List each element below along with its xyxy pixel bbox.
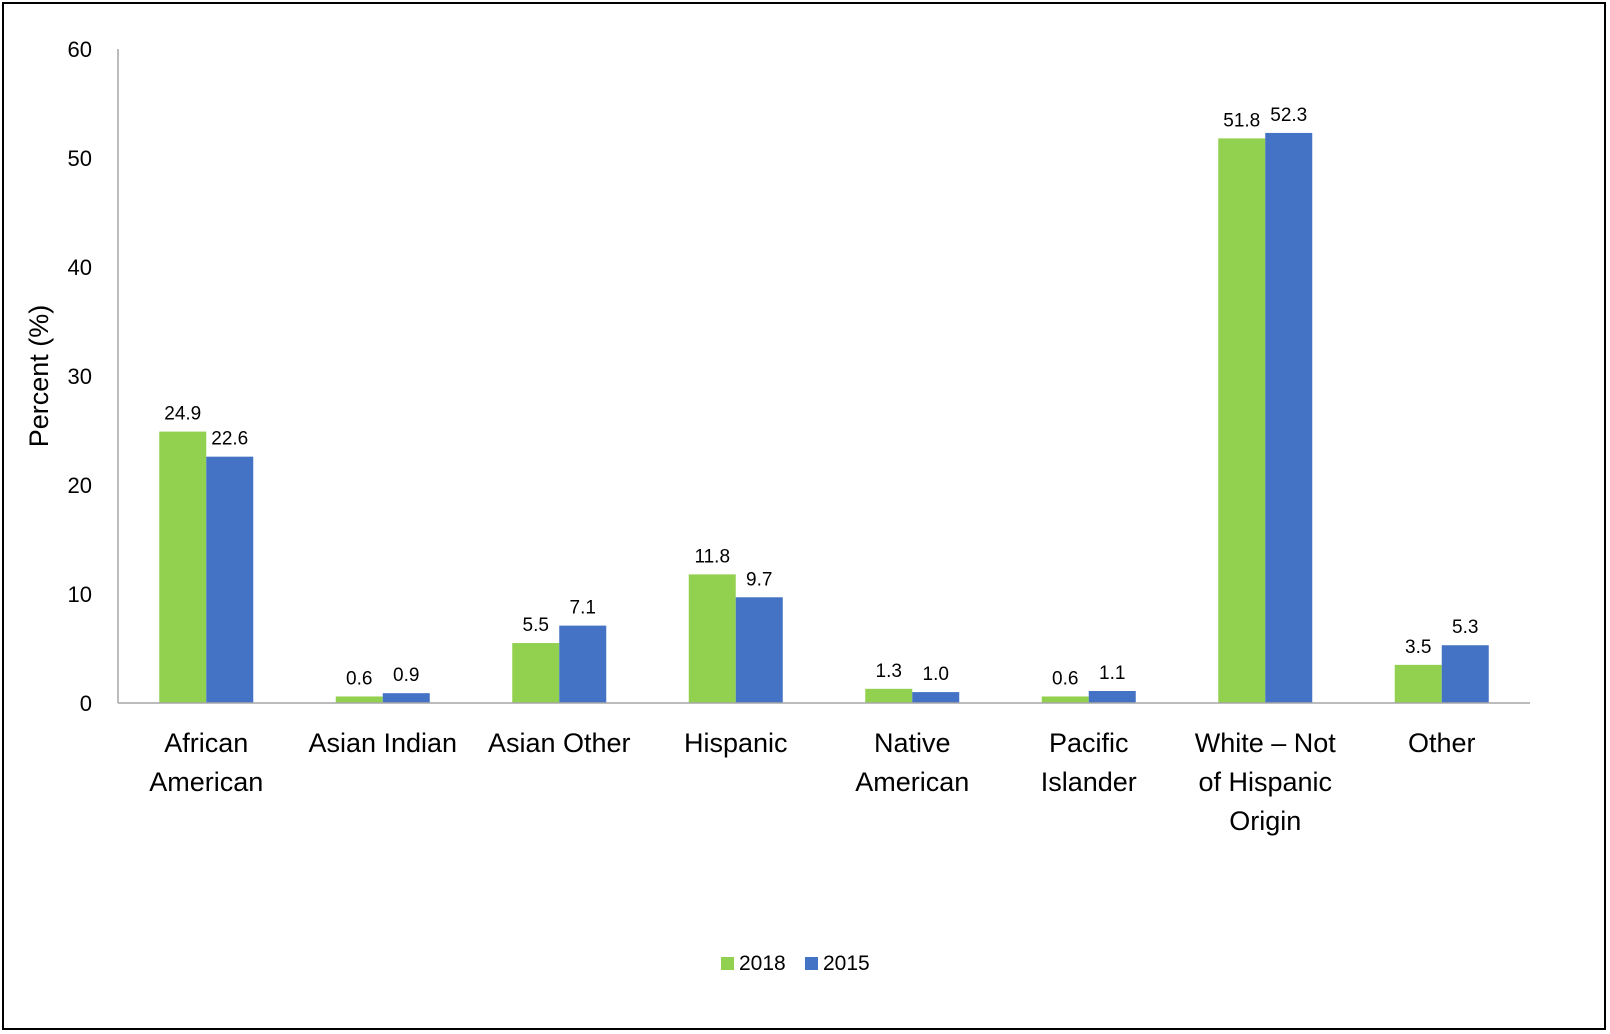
x-tick-label: African bbox=[164, 728, 248, 758]
legend: 2018 2015 bbox=[721, 952, 870, 975]
y-tick-label: 20 bbox=[68, 473, 92, 498]
y-tick-label: 50 bbox=[68, 146, 92, 171]
data-label-2018-6: 51.8 bbox=[1223, 110, 1260, 131]
data-label-2018-2: 5.5 bbox=[523, 615, 549, 636]
bar-2018-2 bbox=[512, 643, 560, 703]
data-label-2015-3: 9.7 bbox=[746, 569, 772, 590]
x-tick-label: Other bbox=[1408, 728, 1476, 758]
data-label-2015-2: 7.1 bbox=[570, 598, 596, 619]
bar-2018-1 bbox=[335, 696, 383, 703]
x-tick-label: American bbox=[855, 767, 969, 797]
bar-2018-4 bbox=[865, 688, 913, 703]
x-tick-label: American bbox=[149, 767, 263, 797]
legend-label-2015: 2015 bbox=[823, 952, 870, 975]
x-tick-label: Native bbox=[874, 728, 951, 758]
y-tick-label: 30 bbox=[68, 364, 92, 389]
data-label-2018-5: 0.6 bbox=[1052, 668, 1078, 689]
bar-2015-3 bbox=[735, 597, 783, 703]
bar-2018-6 bbox=[1218, 138, 1266, 703]
y-axis-title: Percent (%) bbox=[24, 305, 54, 448]
bar-2018-0 bbox=[159, 431, 207, 703]
bar-2015-1 bbox=[382, 693, 430, 703]
x-tick-label: Hispanic bbox=[684, 728, 788, 758]
x-tick-label: Asian Other bbox=[488, 728, 631, 758]
x-tick-label: Origin bbox=[1229, 806, 1301, 836]
y-tick-label: 0 bbox=[80, 691, 92, 716]
bar-2015-0 bbox=[206, 456, 254, 703]
data-label-2015-7: 5.3 bbox=[1452, 617, 1478, 638]
bar-2018-7 bbox=[1394, 664, 1442, 703]
bar-2015-4 bbox=[912, 692, 960, 703]
data-label-2018-0: 24.9 bbox=[164, 404, 201, 425]
legend-swatch-2015 bbox=[805, 957, 818, 970]
y-tick-label: 40 bbox=[68, 255, 92, 280]
bar-2018-3 bbox=[688, 574, 736, 703]
data-label-2018-4: 1.3 bbox=[876, 661, 902, 682]
data-label-2018-7: 3.5 bbox=[1405, 637, 1431, 658]
x-tick-label: Islander bbox=[1041, 767, 1137, 797]
data-label-2018-1: 0.6 bbox=[346, 668, 372, 689]
bar-2015-6 bbox=[1265, 132, 1313, 703]
y-tick-label: 60 bbox=[68, 37, 92, 62]
bars bbox=[159, 132, 1489, 703]
x-tick-label: White – Not bbox=[1195, 728, 1337, 758]
bar-2015-2 bbox=[559, 625, 607, 703]
data-label-2018-3: 11.8 bbox=[694, 546, 730, 567]
x-tick-label: Pacific bbox=[1049, 728, 1129, 758]
data-labels: 24.9 22.6 0.6 0.9 5.5 7.1 11.8 9.7 1.3 1.0 0.6 1.1 5… bbox=[164, 105, 1478, 690]
y-tick-label: 10 bbox=[68, 582, 92, 607]
data-label-2015-6: 52.3 bbox=[1270, 105, 1307, 126]
legend-label-2018: 2018 bbox=[739, 952, 786, 975]
x-tick-label: of Hispanic bbox=[1198, 767, 1332, 797]
bar-2015-7 bbox=[1441, 645, 1489, 703]
bar-2015-5 bbox=[1088, 691, 1136, 703]
data-label-2015-4: 1.0 bbox=[923, 664, 949, 685]
data-label-2015-1: 0.9 bbox=[393, 665, 419, 686]
data-label-2015-5: 1.1 bbox=[1099, 663, 1125, 684]
data-label-2015-0: 22.6 bbox=[211, 429, 248, 450]
legend-swatch-2018 bbox=[721, 957, 734, 970]
x-axis: African American Asian Indian Asian Other Hi… bbox=[118, 702, 1530, 836]
y-axis: 0 10 20 30 40 50 60 bbox=[68, 37, 119, 716]
x-tick-label: Asian Indian bbox=[308, 728, 457, 758]
bar-2018-5 bbox=[1041, 696, 1089, 703]
